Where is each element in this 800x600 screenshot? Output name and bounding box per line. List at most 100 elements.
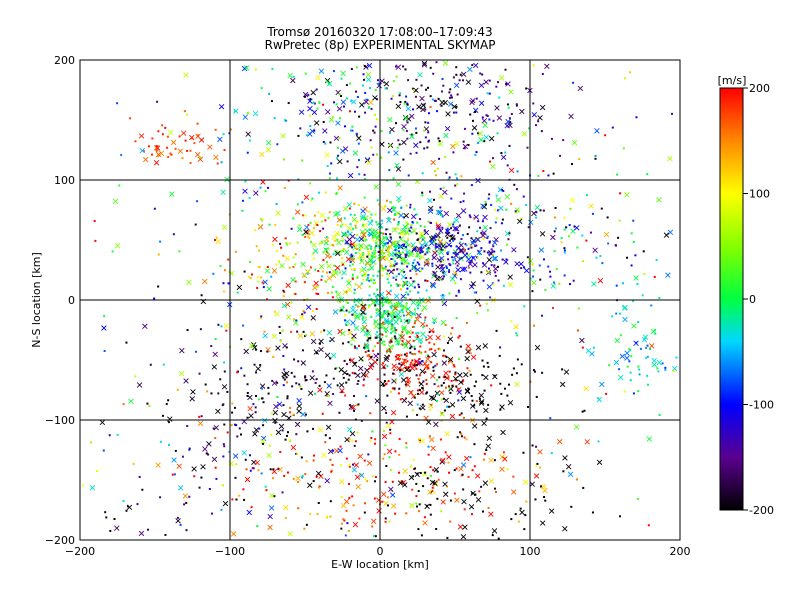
scatter-point (411, 325, 414, 328)
scatter-point (388, 131, 391, 134)
scatter-point (477, 141, 480, 144)
scatter-point (475, 380, 478, 383)
scatter-point (396, 268, 399, 271)
scatter-point (336, 224, 339, 227)
scatter-point (505, 258, 508, 261)
scatter-point (174, 147, 177, 150)
scatter-point (414, 95, 417, 98)
scatter-point-x (464, 355, 470, 362)
scatter-point (381, 316, 384, 319)
scatter-point (276, 249, 279, 252)
scatter-point (290, 227, 293, 230)
scatter-point-x (300, 360, 307, 366)
scatter-point (325, 515, 328, 518)
scatter-point-x (297, 333, 304, 339)
scatter-point (214, 238, 217, 241)
scatter-point (623, 390, 626, 393)
scatter-point-x (478, 82, 485, 89)
scatter-point (601, 262, 604, 265)
scatter-point-x (519, 108, 525, 115)
scatter-point (317, 293, 320, 296)
scatter-point-x (405, 306, 411, 312)
scatter-point (383, 267, 386, 270)
scatter-point (258, 427, 261, 430)
scatter-point (443, 275, 446, 278)
scatter-point-x (259, 151, 265, 158)
scatter-point (378, 327, 381, 330)
scatter-point (343, 125, 346, 128)
scatter-point (351, 305, 354, 308)
scatter-point-x (392, 245, 399, 252)
scatter-point-x (372, 95, 378, 101)
scatter-point (418, 240, 421, 243)
scatter-point (426, 86, 429, 89)
scatter-point (487, 365, 490, 368)
scatter-point-x (265, 140, 272, 146)
scatter-point-x (264, 268, 271, 274)
scatter-point (636, 282, 639, 285)
scatter-point (361, 274, 364, 277)
scatter-point (447, 178, 450, 181)
scatter-point (395, 329, 398, 332)
scatter-point-x (496, 115, 503, 121)
y-tick-label: 0 (68, 294, 75, 307)
scatter-point-x (420, 106, 426, 113)
scatter-point-x (435, 335, 441, 341)
scatter-point (403, 240, 406, 243)
scatter-point (629, 349, 632, 352)
scatter-point (219, 378, 222, 381)
scatter-point (569, 207, 572, 210)
scatter-point (423, 319, 426, 322)
scatter-point-x (449, 402, 456, 408)
scatter-point-x (359, 229, 366, 235)
scatter-point-x (309, 331, 316, 337)
scatter-point-x (447, 356, 454, 363)
scatter-point-x (460, 71, 467, 78)
scatter-point (397, 220, 400, 223)
scatter-point (397, 241, 400, 244)
scatter-point (431, 265, 434, 268)
scatter-point (487, 197, 490, 200)
scatter-point (399, 236, 402, 239)
scatter-point (261, 281, 264, 284)
scatter-point-x (492, 255, 499, 262)
scatter-point-x (485, 443, 491, 449)
scatter-point-x (435, 224, 442, 231)
scatter-point (439, 278, 442, 281)
scatter-point (524, 514, 527, 517)
scatter-point-x (444, 125, 451, 132)
scatter-point (351, 439, 354, 442)
scatter-point (473, 443, 476, 446)
scatter-point-x (417, 337, 424, 343)
scatter-point (495, 490, 498, 493)
scatter-point (269, 468, 272, 471)
scatter-point (376, 231, 379, 234)
scatter-point (330, 162, 333, 165)
scatter-point (608, 364, 611, 367)
scatter-point-x (460, 266, 466, 273)
scatter-point (348, 483, 351, 486)
scatter-point (259, 317, 262, 320)
scatter-point (360, 282, 363, 285)
scatter-point (428, 341, 431, 344)
scatter-point (372, 239, 375, 242)
scatter-point-x (413, 142, 419, 148)
scatter-point-x (327, 400, 333, 407)
scatter-point (424, 316, 427, 319)
scatter-point (432, 72, 435, 75)
scatter-point (404, 100, 407, 103)
scatter-point (539, 466, 542, 469)
scatter-point (349, 129, 352, 132)
scatter-point-x (324, 152, 330, 158)
scatter-point (292, 217, 295, 220)
scatter-point (402, 128, 405, 131)
scatter-point (416, 403, 419, 406)
scatter-point (391, 304, 394, 307)
scatter-point (467, 387, 470, 390)
scatter-point (432, 469, 435, 472)
scatter-point-x (382, 310, 389, 316)
scatter-point (576, 329, 579, 332)
scatter-point (402, 305, 405, 308)
scatter-point-x (249, 343, 255, 349)
scatter-point (407, 255, 410, 258)
